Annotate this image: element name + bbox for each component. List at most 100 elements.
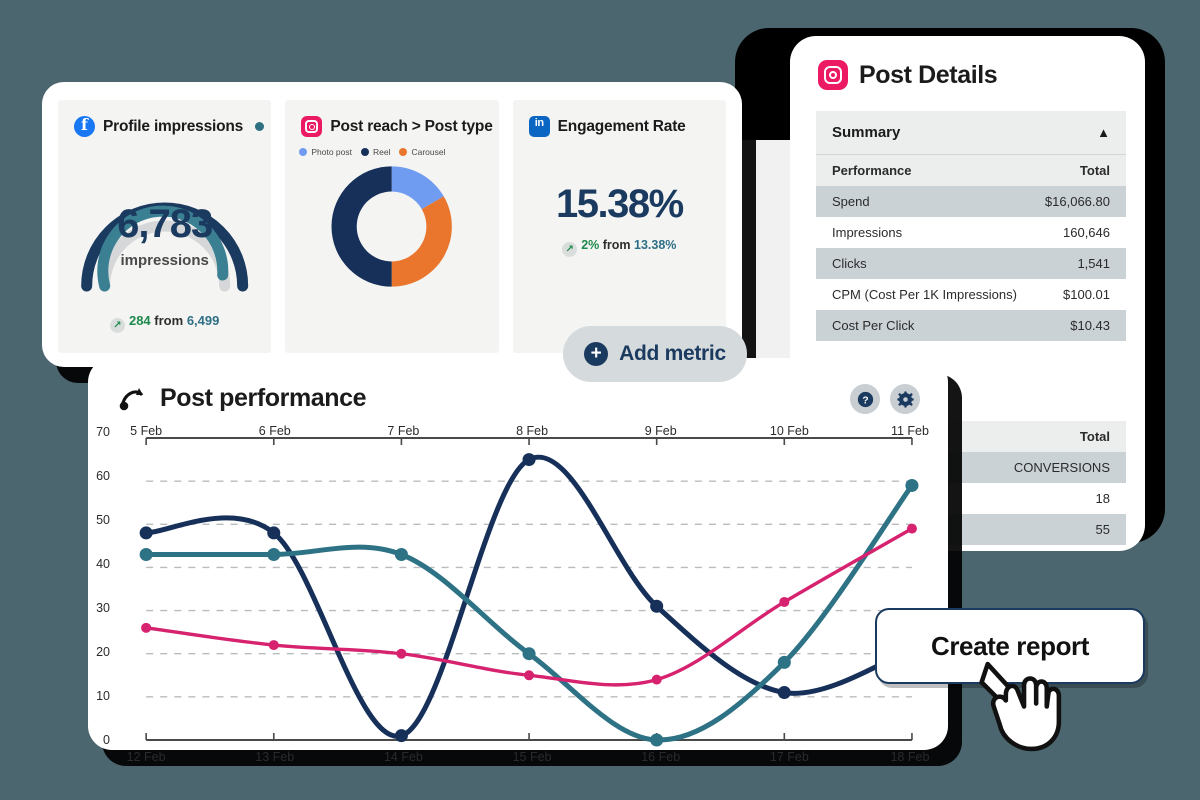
create-report-label: Create report [930,630,1090,661]
table-row[interactable]: Clicks 1,541 [816,248,1126,279]
table-row[interactable]: Cost Per Click $10.43 [816,310,1126,341]
delta-previous: 13.38% [634,238,677,252]
delta-from-label: from [602,238,631,252]
table-header-row: Performance Total [816,155,1126,186]
legend-swatch-icon [360,148,369,156]
post-performance-card: Post performance ? [88,358,948,764]
legend-item: Carousel [399,147,445,157]
settings-button[interactable] [890,384,920,414]
legend-swatch-icon [399,148,408,156]
chevron-up-icon[interactable]: ▲ [1097,125,1110,140]
row-label: CPM (Cost Per 1K Impressions) [832,287,1017,302]
x-bottom-tick: 18 Feb [890,750,930,764]
instagram-icon [301,116,323,137]
y-tick-40: 40 [96,557,110,571]
legend-label: Photo post [311,147,352,157]
line-chart-svg [139,437,919,747]
y-tick-50: 50 [96,513,110,527]
legend-label: Reel [372,147,391,157]
help-button[interactable]: ? [850,384,880,414]
y-tick-0: 0 [103,733,110,747]
tile-title: Engagement Rate [557,117,686,135]
y-tick-30: 30 [96,601,110,615]
tile-title: Profile impressions [103,117,244,135]
row-value: 18 [1095,491,1110,506]
add-metric-label: Add metric [619,342,726,365]
x-top-tick: 11 Feb [890,424,929,438]
post-details-header: Post Details [790,36,1145,90]
metric-tile-profile-impressions[interactable]: Profile impressions 6,783 impressions [58,100,272,353]
row-value: $16,066.80 [1044,194,1110,209]
x-top-tick: 6 Feb [258,424,291,438]
table-row[interactable]: Spend $16,066.80 [816,186,1126,217]
gear-icon [896,390,914,408]
row-value: CONVERSIONS [1013,460,1110,475]
row-value: 55 [1095,522,1110,537]
row-value: 160,646 [1063,225,1110,240]
add-metric-button[interactable]: + Add metric [563,326,747,382]
engagement-rate-value: 15.38% [555,182,684,226]
tile-header: Engagement Rate [513,100,726,137]
line-chart-icon [119,387,143,410]
legend-item: Reel [360,147,391,157]
y-tick-60: 60 [96,469,110,483]
row-label: Impressions [832,225,903,240]
x-top-tick: 9 Feb [644,424,677,438]
create-report-button[interactable]: Create report [875,608,1145,684]
metrics-card: Profile impressions 6,783 impressions [42,82,742,367]
gauge-value: 6,783 [117,202,213,246]
x-bottom-tick: 16 Feb [641,750,681,764]
x-top-tick: 10 Feb [769,424,809,438]
column-header-performance: Performance [832,163,912,178]
tile-header: Profile impressions [58,100,271,137]
row-label: Cost Per Click [832,318,915,333]
panel-title: Post Details [859,60,998,89]
column-header-total: Total [1079,163,1110,178]
delta-row: ↗ 284 from 6,499 [58,313,271,333]
chart-plot-area: 70 60 50 40 30 20 10 0 5 Feb 6 Feb 7 Feb… [96,424,929,764]
x-top-tick: 7 Feb [387,424,420,438]
x-bottom-tick: 14 Feb [383,750,423,764]
delta-row: ↗ 2% from 13.38% [513,238,726,257]
delta-from-label: from [154,313,184,328]
metric-tile-post-reach[interactable]: Post reach > Post type Photo post Reel C… [285,100,499,353]
x-bottom-tick: 13 Feb [255,750,295,764]
trend-up-icon: ↗ [562,242,578,257]
table-row[interactable]: CPM (Cost Per 1K Impressions) $100.01 [816,279,1126,310]
summary-label: Summary [832,124,901,141]
instagram-icon [818,60,848,90]
delta-value: 284 [128,313,151,328]
x-bottom-tick: 17 Feb [769,750,809,764]
chart-title: Post performance [160,384,367,412]
svg-text:?: ? [862,395,868,406]
donut-chart [331,166,453,287]
chart-actions: ? [850,384,920,414]
facebook-icon [74,115,95,137]
row-label: Spend [832,194,870,209]
gauge-unit: impressions [120,252,209,269]
trend-up-icon: ↗ [109,318,125,333]
delta-value: 2% [581,238,600,252]
y-tick-20: 20 [96,645,110,659]
tile-title: Post reach > Post type [330,117,493,135]
x-top-tick: 8 Feb [516,424,549,438]
summary-toggle[interactable]: Summary ▲ [816,111,1126,155]
x-bottom-tick: 12 Feb [126,750,166,764]
y-tick-70: 70 [96,425,110,439]
status-dot-icon [255,122,265,131]
x-bottom-tick: 15 Feb [512,750,552,764]
tile-header: Post reach > Post type [285,100,498,137]
legend-swatch-icon [299,148,308,156]
question-mark-icon: ? [857,391,873,407]
x-top-tick: 5 Feb [130,424,163,438]
row-label: Clicks [832,256,867,271]
gauge-center-label: 6,783 impressions [58,204,271,269]
donut-legend: Photo post Reel Carousel [285,137,498,157]
legend-label: Carousel [411,147,446,157]
table-row[interactable]: Impressions 160,646 [816,217,1126,248]
linkedin-icon [528,116,550,137]
delta-previous: 6,499 [186,313,220,328]
summary-table: Summary ▲ Performance Total Spend $16,06… [816,111,1126,341]
metric-tile-engagement-rate[interactable]: Engagement Rate 15.38% ↗2% from 13.38% [512,100,726,353]
